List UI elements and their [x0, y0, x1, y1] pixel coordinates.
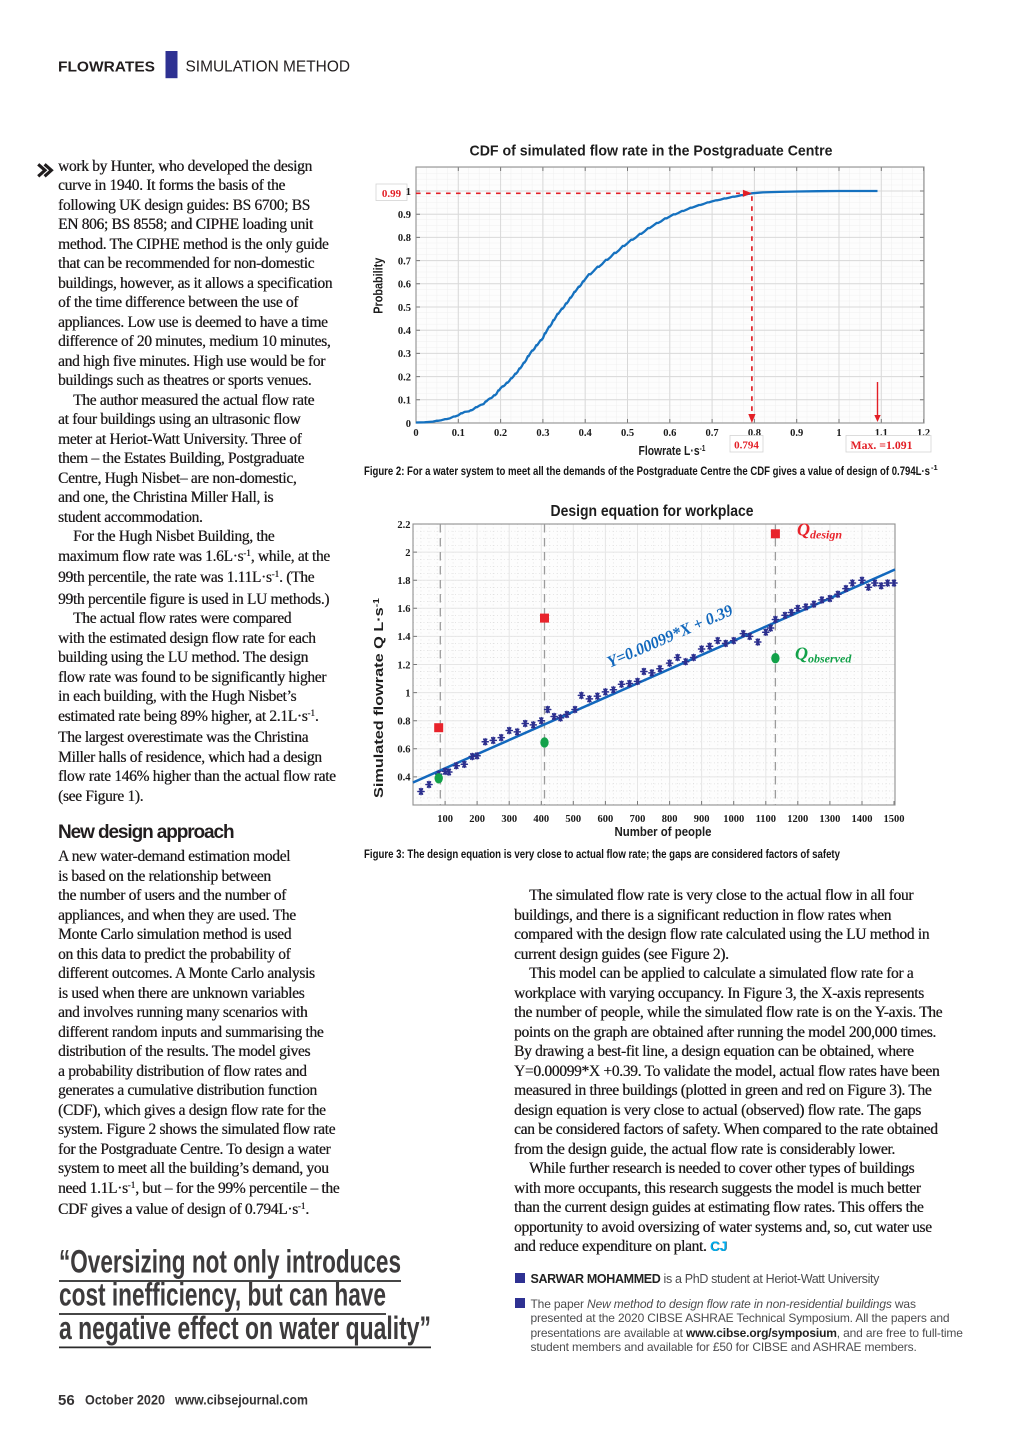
svg-text:0: 0 [406, 419, 411, 430]
svg-text:0.8: 0.8 [398, 233, 411, 244]
svg-text:FLOWRATES: FLOWRATES [58, 60, 155, 76]
svg-text:0.4: 0.4 [398, 326, 412, 337]
svg-text:SIMULATION METHOD: SIMULATION METHOD [186, 59, 351, 76]
svg-text:0.2: 0.2 [398, 372, 411, 383]
svg-text:0.5: 0.5 [621, 428, 634, 439]
svg-text:0.7: 0.7 [706, 428, 719, 439]
svg-text:0.6: 0.6 [398, 280, 411, 291]
svg-text:500: 500 [565, 814, 581, 825]
svg-text:800: 800 [662, 814, 678, 825]
svg-text:Design equation for workplace: Design equation for workplace [551, 503, 754, 520]
svg-text:1000: 1000 [723, 814, 744, 825]
svg-text:0.5: 0.5 [398, 303, 411, 314]
svg-text:Max. =1.091: Max. =1.091 [851, 440, 913, 452]
svg-text:0.2: 0.2 [494, 428, 507, 439]
svg-text:-1: -1 [931, 463, 938, 472]
svg-text:1.1: 1.1 [875, 428, 888, 439]
svg-text:1: 1 [836, 428, 841, 439]
svg-text:www.cibsejournal.com: www.cibsejournal.com [174, 1393, 308, 1408]
svg-text:0.8: 0.8 [397, 717, 410, 728]
svg-text:0.6: 0.6 [397, 745, 410, 756]
svg-text:0.8: 0.8 [748, 428, 761, 439]
svg-text:0.4: 0.4 [579, 428, 593, 439]
svg-text:400: 400 [533, 814, 549, 825]
svg-text:900: 900 [694, 814, 710, 825]
svg-text:1400: 1400 [852, 814, 873, 825]
svg-text:a negative effect on water qua: a negative effect on water quality” [59, 1310, 431, 1346]
svg-text:October 2020: October 2020 [85, 1393, 165, 1408]
svg-text:0.794: 0.794 [734, 440, 759, 452]
svg-text:600: 600 [598, 814, 614, 825]
svg-text:0.99: 0.99 [382, 188, 402, 200]
svg-text:1.8: 1.8 [397, 576, 410, 587]
svg-text:Probability: Probability [372, 258, 386, 314]
svg-text:1300: 1300 [819, 814, 840, 825]
svg-text:300: 300 [501, 814, 517, 825]
svg-text:200: 200 [469, 814, 485, 825]
svg-text:1500: 1500 [884, 814, 905, 825]
svg-text:1: 1 [405, 688, 410, 699]
svg-text:Number of people: Number of people [615, 825, 712, 839]
svg-text:0.7: 0.7 [398, 256, 411, 267]
svg-text:Flowrate L·s-1: Flowrate L·s-1 [639, 444, 706, 458]
svg-text:1100: 1100 [756, 814, 776, 825]
svg-text:0.9: 0.9 [398, 210, 411, 221]
svg-text:Qdesign: Qdesign [797, 520, 842, 542]
svg-text:2: 2 [405, 548, 410, 559]
svg-text:0.9: 0.9 [790, 428, 803, 439]
svg-text:0.1: 0.1 [452, 428, 465, 439]
svg-text:1.2: 1.2 [917, 428, 930, 439]
svg-text:1: 1 [406, 187, 411, 198]
svg-text:CDF of simulated flow rate in: CDF of simulated flow rate in the Postgr… [470, 143, 833, 160]
svg-text:100: 100 [437, 814, 453, 825]
svg-text:1.6: 1.6 [397, 604, 410, 615]
svg-text:0.3: 0.3 [536, 428, 549, 439]
svg-text:0.6: 0.6 [663, 428, 676, 439]
svg-text:cost inefficiency, but can hav: cost inefficiency, but can have [59, 1277, 386, 1313]
svg-text:Simulated flowrate Q L·s-1: Simulated flowrate Q L·s-1 [372, 597, 386, 798]
svg-text:0: 0 [413, 428, 418, 439]
svg-text:0.4: 0.4 [397, 773, 411, 784]
svg-text:1.2: 1.2 [397, 660, 410, 671]
svg-text:Figure 2: For a water system t: Figure 2: For a water system to meet all… [364, 466, 930, 478]
svg-text:56: 56 [58, 1392, 75, 1409]
svg-text:Figure 3: The design equation: Figure 3: The design equation is very cl… [364, 849, 841, 861]
svg-text:2.2: 2.2 [397, 520, 410, 531]
svg-text:0.1: 0.1 [398, 396, 411, 407]
svg-text:“Oversizing not only introduce: “Oversizing not only introduces [59, 1244, 401, 1280]
svg-text:0.3: 0.3 [398, 349, 411, 360]
svg-text:1200: 1200 [787, 814, 808, 825]
svg-text:1.4: 1.4 [397, 632, 411, 643]
svg-text:700: 700 [630, 814, 646, 825]
